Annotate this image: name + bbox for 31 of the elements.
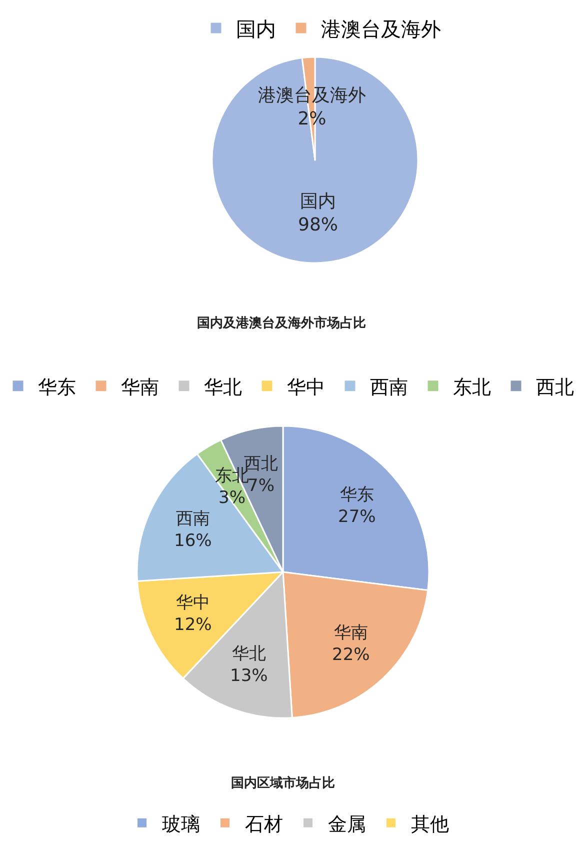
data-label: 16% xyxy=(174,531,212,552)
slice-label: 华东 xyxy=(340,485,374,505)
legend-label: 石材 xyxy=(245,813,283,836)
slice-label: 国内 xyxy=(300,191,336,212)
data-label: 7% xyxy=(248,476,274,496)
legend-label: 华中 xyxy=(287,376,325,398)
legend-label: 金属 xyxy=(328,813,366,836)
slice-label: 华中 xyxy=(176,593,210,613)
slice-label: 华北 xyxy=(232,644,266,664)
legend-label: 东北 xyxy=(453,376,491,398)
slice-label: 华南 xyxy=(334,623,368,643)
data-label: 13% xyxy=(230,666,268,686)
slice-label: 西南 xyxy=(176,509,210,529)
legend-label: 华北 xyxy=(204,376,242,398)
pie-slice xyxy=(211,56,419,264)
legend-label: 西北 xyxy=(536,376,574,398)
text: 国内及港澳台及海外市场占比 xyxy=(197,315,366,331)
data-label: 22% xyxy=(332,645,370,666)
data-label: 98% xyxy=(298,214,338,236)
data-label: 12% xyxy=(174,615,212,636)
text: 国内区域市场占比 xyxy=(231,775,335,791)
data-label: 2% xyxy=(298,108,326,130)
legend-label: 玻璃 xyxy=(162,813,200,836)
legend-label: 西南 xyxy=(370,376,408,398)
legend-label: 华东 xyxy=(38,376,76,398)
legend-label: 华南 xyxy=(121,376,159,398)
legend-label: 国内 xyxy=(236,16,276,41)
data-label: 27% xyxy=(338,507,376,528)
slice-label: 港澳台及海外 xyxy=(258,85,366,106)
legend-label: 港澳台及海外 xyxy=(321,16,441,41)
legend-label: 其他 xyxy=(411,813,449,836)
